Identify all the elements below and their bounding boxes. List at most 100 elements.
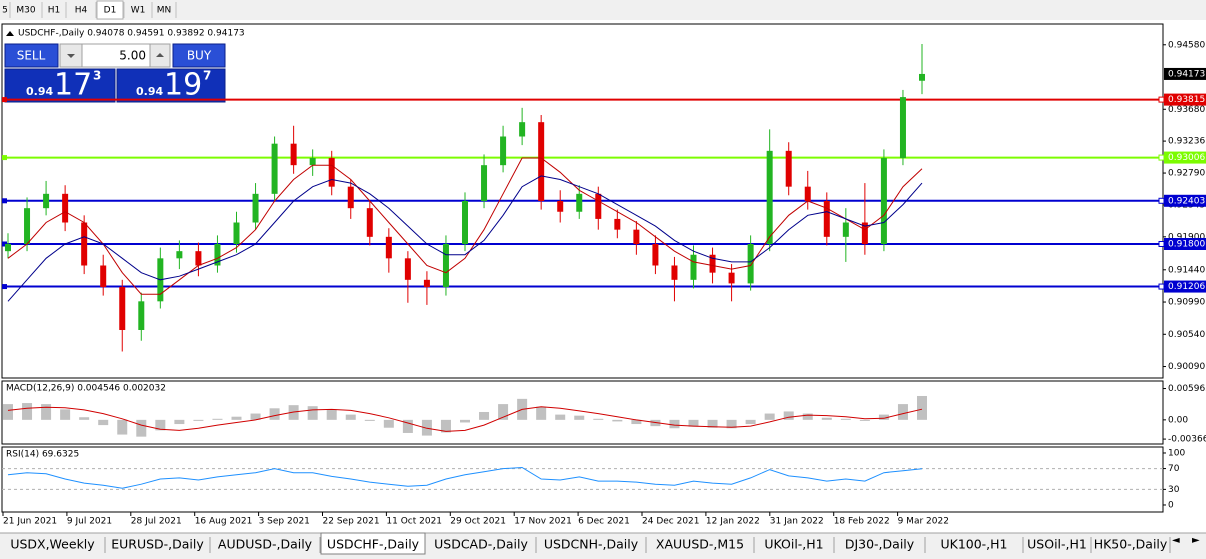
tabs-left[interactable]: ◄: [1172, 535, 1180, 546]
candle-body: [614, 218, 621, 230]
candle-body: [290, 143, 297, 166]
level-label-marker: [1158, 154, 1165, 161]
macd-bar: [917, 395, 927, 420]
macd-bar: [383, 419, 394, 428]
macd-bar: [79, 417, 90, 420]
macd-bar: [98, 419, 109, 426]
bid-box[interactable]: [4, 68, 116, 103]
macd-bar: [307, 406, 318, 420]
macd-bar: [745, 419, 756, 425]
tab[interactable]: AUDUSD-,Daily: [218, 537, 313, 552]
level-handle: [2, 97, 7, 103]
tab[interactable]: USOil-,H1: [1027, 537, 1087, 552]
candle-body: [252, 193, 259, 223]
collapse-icon[interactable]: [6, 31, 14, 36]
tab[interactable]: USDCAD-,Daily: [434, 537, 528, 552]
candle-body: [861, 222, 868, 244]
macd-bar: [707, 419, 718, 428]
candle-body: [328, 158, 335, 187]
candle-body: [899, 97, 906, 159]
macd-bar: [402, 419, 413, 433]
timeframe-button[interactable]: D1: [104, 6, 117, 16]
macd-bar: [212, 418, 223, 420]
bid-pips: 17: [54, 68, 92, 103]
tab[interactable]: USDX,Weekly: [10, 537, 95, 552]
lot-value: 5.00: [119, 49, 146, 63]
x-tick-label: 9 Jul 2021: [67, 517, 112, 527]
level-label: 0.91800: [1168, 239, 1205, 249]
level-label-marker: [1158, 283, 1165, 290]
timeframe-button[interactable]: MN: [157, 6, 172, 16]
macd-bar: [421, 419, 432, 436]
ask-box[interactable]: [116, 68, 226, 103]
macd-bar: [60, 409, 71, 420]
candle-body: [633, 229, 640, 244]
indicator-line: [7, 406, 923, 432]
tab[interactable]: DJ30-,Daily: [845, 537, 915, 552]
candle-body: [100, 265, 107, 287]
tab[interactable]: EURUSD-,Daily: [111, 537, 204, 552]
macd-label: MACD(12,26,9) 0.004546 0.002032: [6, 384, 166, 394]
tab[interactable]: USDCNH-,Daily: [544, 537, 639, 552]
buy-button[interactable]: [172, 43, 226, 68]
macd-bar: [3, 404, 13, 420]
x-tick-label: 31 Jan 2022: [770, 517, 824, 527]
indicator-line: [7, 175, 923, 302]
macd-bar: [669, 419, 680, 429]
macd-bar: [688, 419, 699, 427]
macd-bar: [593, 418, 604, 420]
macd-bar: [326, 409, 337, 420]
tab[interactable]: UKOil-,H1: [764, 537, 823, 552]
level-handle: [2, 155, 7, 161]
tabs-right[interactable]: ►: [1192, 535, 1200, 546]
candle-body: [538, 122, 545, 201]
current-price-label: 0.94173: [1168, 69, 1205, 79]
timeframe-button[interactable]: M30: [16, 6, 35, 16]
timeframe-active: [96, 0, 124, 20]
level-label: 0.91206: [1168, 282, 1205, 292]
sell-label: SELL: [17, 49, 46, 63]
candle-body: [709, 254, 716, 273]
up-arrow: [156, 53, 164, 57]
down-arrow: [67, 54, 75, 58]
y-tick-label: 70: [1168, 464, 1180, 474]
level-handle: [2, 241, 7, 247]
macd-bar: [764, 413, 775, 420]
macd-bar: [250, 413, 261, 420]
x-tick-label: 21 Jun 2021: [3, 517, 57, 527]
macd-bar: [22, 403, 33, 420]
x-tick-label: 16 Aug 2021: [195, 517, 253, 527]
x-tick-label: 11 Oct 2021: [386, 517, 442, 527]
y-tick-label: 100: [1168, 448, 1185, 458]
macd-bar: [231, 416, 242, 420]
macd-bar: [440, 419, 451, 433]
y-tick-label: 0.93236: [1168, 137, 1205, 147]
x-tick-label: 12 Jan 2022: [706, 517, 760, 527]
candle-body: [214, 243, 221, 266]
ask-pips: 19: [164, 68, 202, 103]
tab[interactable]: HK50-,Daily: [1094, 537, 1168, 552]
timeframe-button[interactable]: H1: [48, 6, 61, 16]
macd-bar: [726, 419, 737, 429]
macd-bar: [783, 411, 794, 420]
tab[interactable]: USDCHF-,Daily: [327, 537, 420, 552]
buy-label: BUY: [187, 49, 212, 63]
tab[interactable]: XAUUSD-,M15: [656, 537, 744, 552]
sell-button[interactable]: [4, 43, 59, 68]
candle-body: [176, 251, 183, 259]
trade-panel: SELL 5.00 BUY 0.94 17 3 0.94 19 7: [4, 43, 226, 103]
timeframe-button[interactable]: W1: [131, 6, 146, 16]
y-tick-label: 0.90540: [1168, 330, 1205, 340]
macd-bar: [155, 419, 166, 431]
level-label: 0.92403: [1168, 196, 1205, 206]
timeframe-button[interactable]: 5: [2, 6, 8, 16]
candle-body: [804, 186, 811, 201]
x-tick-label: 6 Dec 2021: [578, 517, 630, 527]
candle-body: [766, 150, 773, 244]
tab[interactable]: UK100-,H1: [940, 537, 1007, 552]
timeframe-button[interactable]: H4: [75, 6, 88, 16]
macd-bar: [498, 404, 509, 420]
candle-body: [24, 208, 31, 244]
bid-prefix: 0.94: [26, 85, 53, 98]
y-tick-label: 0.93680: [1168, 105, 1205, 115]
